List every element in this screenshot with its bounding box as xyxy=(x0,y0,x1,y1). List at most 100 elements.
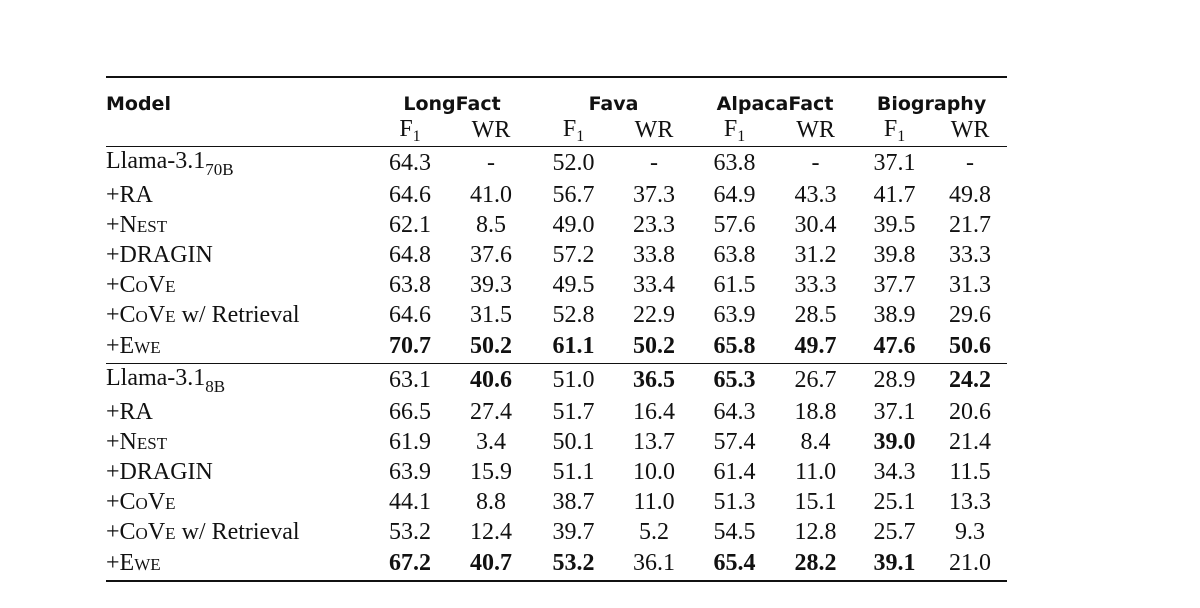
score-biography-f1: 39.1 xyxy=(873,550,916,576)
score-biography-wr: 49.8 xyxy=(949,181,992,208)
table-row: +Ewe 67.2 40.7 53.2 36.1 65.4 28.2 39.1 21.0 xyxy=(106,547,1008,581)
score-fava-wr: 33.8 xyxy=(633,241,676,268)
score-longfact-wr: 3.4 xyxy=(476,428,506,455)
model-name-cell: +RA xyxy=(106,180,371,210)
score-biography-f1: 28.9 xyxy=(873,367,916,393)
score-alpacafact-wr: 33.3 xyxy=(794,271,837,298)
score-fava-wr: 16.4 xyxy=(633,398,676,425)
score-longfact-f1: 61.9 xyxy=(389,428,431,455)
model-name-cell: +Ewe xyxy=(106,330,371,364)
method-suffix: w/ Retrieval xyxy=(175,301,300,328)
score-longfact-wr: 50.2 xyxy=(470,333,512,359)
method-name: DRAGIN xyxy=(119,458,213,485)
score-alpacafact-wr: 28.2 xyxy=(794,550,837,576)
method-prefix: + xyxy=(106,301,120,328)
method-prefix: + xyxy=(106,241,120,268)
metric-f1-header-alpacafact: F1 xyxy=(694,115,775,147)
score-fava-wr: 11.0 xyxy=(633,488,675,515)
table-row: +Ewe 70.7 50.2 61.1 50.2 65.8 49.7 47.6 50.6 xyxy=(106,330,1007,364)
score-alpacafact-f1: 63.8 xyxy=(713,150,756,176)
score-fava-wr: 50.2 xyxy=(633,333,676,359)
score-biography-wr: 13.3 xyxy=(949,488,992,515)
metric-f-subscript: 1 xyxy=(737,127,746,145)
score-fava-wr: 36.5 xyxy=(633,367,676,393)
score-longfact-f1: 67.2 xyxy=(389,550,431,576)
score-alpacafact-f1: 54.5 xyxy=(713,518,756,545)
score-longfact-f1: 53.2 xyxy=(389,518,431,545)
score-longfact-wr: 8.5 xyxy=(476,211,506,238)
metric-header-blank xyxy=(106,115,371,147)
score-biography-f1: 41.7 xyxy=(873,181,916,208)
score-fava-wr: 23.3 xyxy=(633,211,676,238)
score-biography-wr: 9.3 xyxy=(955,518,986,545)
score-fava-wr: 5.2 xyxy=(639,518,670,545)
table-row: +CoVe w/ Retrieval 64.6 31.5 52.8 22.9 63.9 28… xyxy=(106,300,1007,330)
model-name-cell: Llama-3.18B xyxy=(106,364,371,398)
score-longfact-f1: 64.8 xyxy=(389,241,431,268)
method-name: CoVe xyxy=(119,518,176,545)
table-row: +DRAGIN 64.8 37.6 57.2 33.8 63.8 31.2 39.8 33.3 xyxy=(106,240,1007,270)
score-longfact-wr: 31.5 xyxy=(470,301,512,328)
score-alpacafact-wr: - xyxy=(811,150,820,176)
table-row: +CoVe w/ Retrieval 53.2 12.4 39.7 5.2 54.5 12.… xyxy=(106,517,1007,547)
score-biography-wr: 24.2 xyxy=(949,367,992,393)
score-longfact-wr: 41.0 xyxy=(470,181,512,208)
model-name-cell: +DRAGIN xyxy=(106,457,371,487)
score-alpacafact-wr: 43.3 xyxy=(794,181,837,208)
method-name: Ewe xyxy=(119,333,161,359)
method-prefix: + xyxy=(106,333,120,359)
score-fava-f1: 52.0 xyxy=(552,150,595,176)
model-size-subscript: 8B xyxy=(205,376,226,396)
score-fava-f1: 49.5 xyxy=(552,271,595,298)
score-longfact-f1: 64.6 xyxy=(389,181,431,208)
score-longfact-f1: 70.7 xyxy=(389,333,431,359)
method-name: Llama-3.1 xyxy=(106,364,206,391)
metric-f-label: F xyxy=(399,115,413,142)
method-prefix: + xyxy=(106,211,120,238)
score-alpacafact-wr: 49.7 xyxy=(794,333,837,359)
table-row: Llama-3.18B 63.1 40.6 51.0 36.5 65.3 26.7 28.9 2… xyxy=(106,363,1008,398)
score-fava-wr: 22.9 xyxy=(633,301,676,328)
method-suffix: w/ Retrieval xyxy=(175,518,300,545)
model-size-subscript: 70B xyxy=(205,159,234,179)
score-alpacafact-f1: 51.3 xyxy=(713,488,756,515)
method-prefix: + xyxy=(106,428,120,455)
method-name: Ewe xyxy=(119,550,161,576)
score-fava-wr: 10.0 xyxy=(633,458,676,485)
model-name-cell: +DRAGIN xyxy=(106,240,371,270)
score-fava-wr: 33.4 xyxy=(633,271,676,298)
metric-f-subscript: 1 xyxy=(412,127,421,145)
metric-f-label: F xyxy=(883,115,898,142)
metric-f1-header-longfact: F1 xyxy=(371,115,449,147)
score-fava-f1: 38.7 xyxy=(552,488,595,515)
model-name-cell: +Ewe xyxy=(106,547,371,581)
score-longfact-wr: 40.7 xyxy=(470,550,512,576)
model-name-cell: +Nest xyxy=(106,210,371,240)
score-biography-wr: 21.4 xyxy=(949,428,992,455)
score-fava-f1: 51.0 xyxy=(552,367,595,393)
metric-wr-header-fava: WR xyxy=(634,117,674,143)
table-row: +RA 64.6 41.0 56.7 37.3 64.9 43.3 41.7 49.8 xyxy=(106,180,1007,210)
score-longfact-f1: 62.1 xyxy=(389,211,431,238)
method-prefix: + xyxy=(106,550,120,576)
score-biography-f1: 37.1 xyxy=(873,398,916,425)
score-longfact-wr: 40.6 xyxy=(470,367,512,393)
score-alpacafact-wr: 28.5 xyxy=(794,301,837,328)
score-biography-wr: 31.3 xyxy=(949,271,992,298)
score-biography-f1: 34.3 xyxy=(873,458,916,485)
table-row: +CoVe 63.8 39.3 49.5 33.4 61.5 33.3 37.7 31.3 xyxy=(106,270,1007,300)
score-longfact-f1: 44.1 xyxy=(389,488,431,515)
score-biography-f1: 47.6 xyxy=(873,333,916,359)
score-fava-wr: 36.1 xyxy=(633,550,676,576)
score-alpacafact-f1: 64.3 xyxy=(713,398,756,425)
score-fava-f1: 50.1 xyxy=(552,428,595,455)
score-fava-f1: 56.7 xyxy=(552,181,595,208)
score-longfact-wr: 8.8 xyxy=(476,488,506,515)
method-name: Llama-3.1 xyxy=(106,147,206,174)
metric-wr-header-longfact: WR xyxy=(471,117,511,143)
model-name-cell: +CoVe xyxy=(106,270,371,300)
results-table: Model LongFact Fava AlpacaFact Biography… xyxy=(106,76,1008,582)
method-name: DRAGIN xyxy=(119,241,213,268)
method-prefix: + xyxy=(106,271,120,298)
score-alpacafact-f1: 65.3 xyxy=(713,367,756,393)
